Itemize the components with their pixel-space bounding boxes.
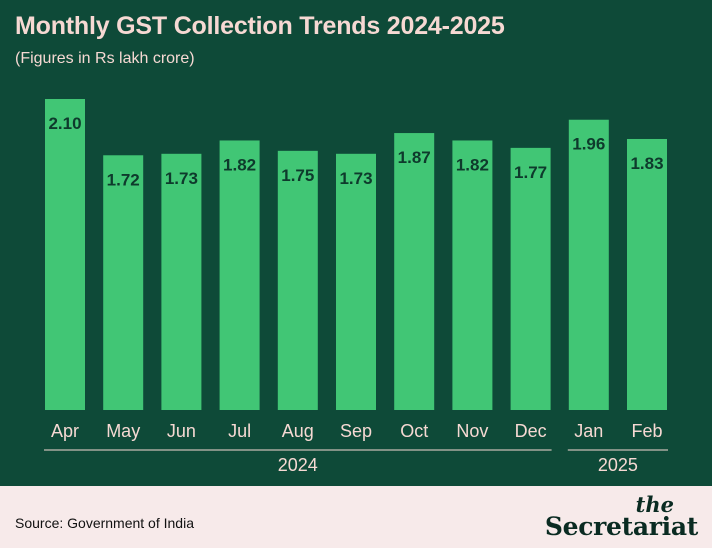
group-label-2024: 2024 xyxy=(278,455,318,475)
logo-the: the xyxy=(635,492,674,517)
x-tick-label: Nov xyxy=(456,421,488,441)
bar-sep xyxy=(336,153,376,411)
bar-jun xyxy=(161,153,202,411)
publisher-logo: the Secretariat xyxy=(518,492,698,544)
x-tick-label: Jun xyxy=(167,421,196,441)
bar-value-label: 1.73 xyxy=(165,169,198,188)
bar-jul xyxy=(219,140,260,410)
bar-nov xyxy=(452,140,493,410)
chart-title: Monthly GST Collection Trends 2024-2025 xyxy=(15,12,505,40)
bar-chart: 2.10 Apr 1.72 May 1.73 Jun 1.82 Jul 1.75 Aug 1.73 S… xyxy=(44,99,668,475)
bar-oct xyxy=(394,133,435,411)
bar-value-label: 1.75 xyxy=(281,166,314,185)
x-tick-label: Sep xyxy=(340,421,372,441)
bar-value-label: 1.82 xyxy=(223,155,256,174)
x-tick-label: Apr xyxy=(51,421,79,441)
x-tick-label: Aug xyxy=(282,421,314,441)
chart-subtitle: (Figures in Rs lakh crore) xyxy=(15,50,195,67)
source-note: Source: Government of India xyxy=(15,515,194,531)
bar-apr xyxy=(45,99,85,410)
bar-value-label: 2.10 xyxy=(48,114,81,133)
bar-value-label: 1.72 xyxy=(107,170,140,189)
logo-name: Secretariat xyxy=(544,512,698,541)
bar-dec xyxy=(510,147,551,410)
x-tick-label: Dec xyxy=(515,421,547,441)
x-tick-label: Jan xyxy=(574,421,603,441)
x-tick-label: Oct xyxy=(400,421,428,441)
x-tick-label: Jul xyxy=(228,421,251,441)
bar-value-label: 1.83 xyxy=(630,154,663,173)
footer: Source: Government of India the Secretar… xyxy=(0,486,712,548)
bar-feb xyxy=(627,138,667,410)
x-tick-label: Feb xyxy=(631,421,662,441)
chart-area: Monthly GST Collection Trends 2024-2025 … xyxy=(15,12,668,475)
bar-aug xyxy=(277,150,318,411)
bar-may xyxy=(103,155,144,410)
bar-value-label: 1.96 xyxy=(572,135,605,154)
group-label-2025: 2025 xyxy=(598,455,638,475)
x-tick-label: May xyxy=(106,421,140,441)
bar-value-label: 1.82 xyxy=(456,155,489,174)
bar-value-label: 1.87 xyxy=(398,148,431,167)
bar-jan xyxy=(568,119,609,410)
bar-value-label: 1.73 xyxy=(339,169,372,188)
bar-value-label: 1.77 xyxy=(514,163,547,182)
